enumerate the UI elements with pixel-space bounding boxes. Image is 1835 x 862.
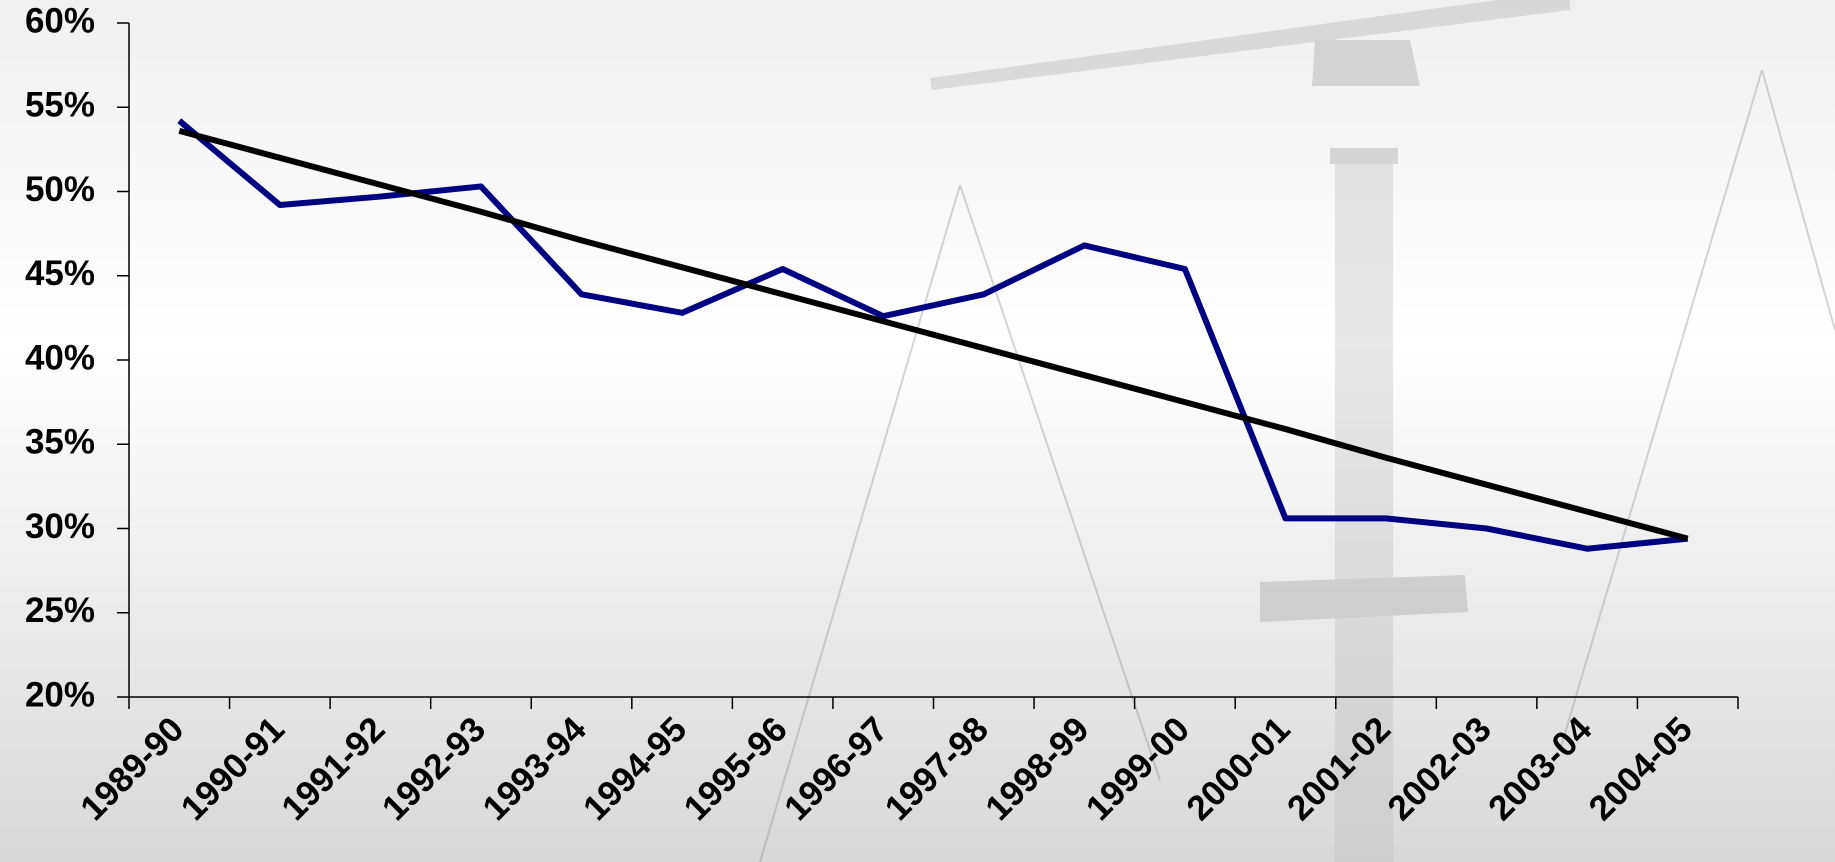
y-tick-label: 40% [25,338,95,377]
y-tick-label: 30% [25,507,95,546]
y-tick-label: 45% [25,254,95,293]
y-tick-label: 35% [25,423,95,462]
y-tick-label: 55% [25,86,95,125]
chart: 20%25%30%35%40%45%50%55%60%1989-901990-9… [0,0,1835,862]
y-tick-label: 25% [25,591,95,630]
y-tick-label: 50% [25,170,95,209]
y-tick-label: 20% [25,675,95,714]
y-tick-label: 60% [25,1,95,40]
